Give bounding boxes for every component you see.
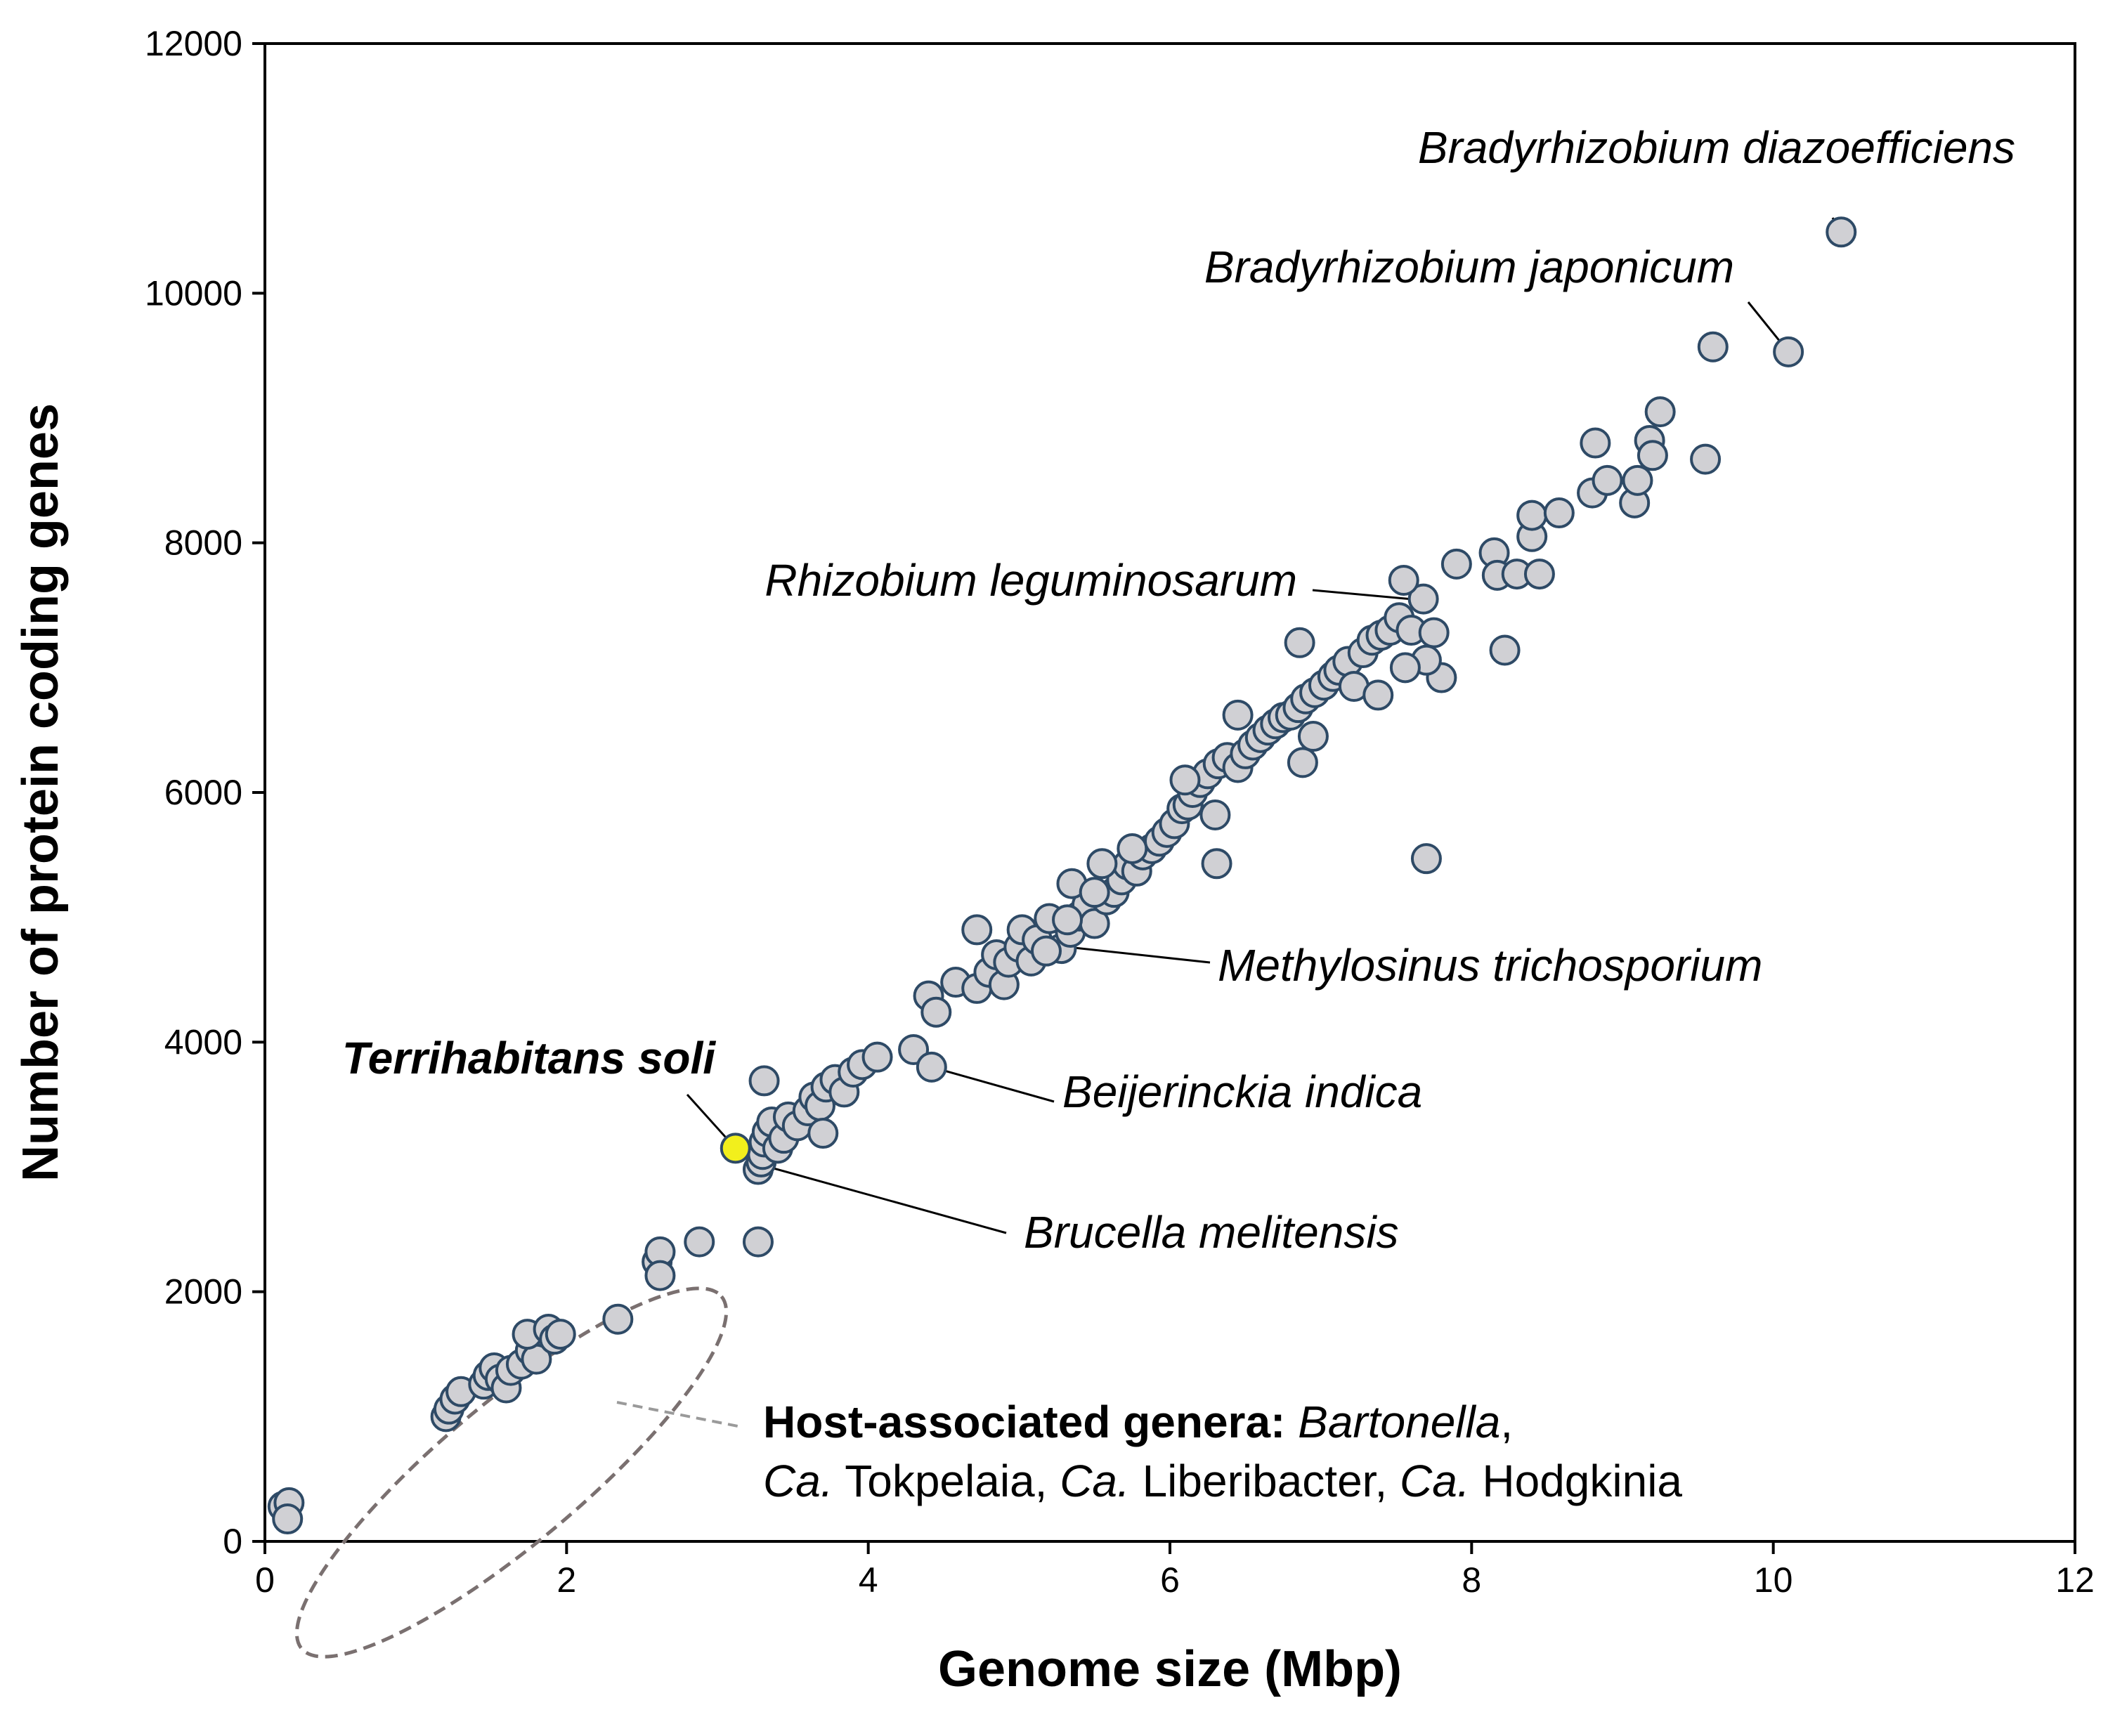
plot-frame [264, 42, 2076, 1543]
data-point [1079, 877, 1110, 908]
data-point [1389, 652, 1421, 684]
data-point [1697, 331, 1729, 363]
data-point [684, 1226, 715, 1258]
data-point [1222, 699, 1254, 731]
data-point [272, 1503, 304, 1535]
data-point [1489, 634, 1521, 666]
data-point [1622, 464, 1653, 496]
genus-hodgkinia: Hodgkinia [1470, 1456, 1683, 1506]
x-tick-label: 2 [557, 1560, 576, 1600]
genus-tokpelaia: Tokpelaia, [833, 1456, 1060, 1506]
annotation-methylosinus-trichosporium: Methylosinus trichosporium [1218, 940, 1762, 991]
data-point [920, 996, 952, 1028]
data-point [1284, 627, 1315, 658]
y-tick-label: 10000 [145, 273, 242, 313]
annotation-bradyrhizobium-diazoefficiens: Bradyrhizobium diazoefficiens [1418, 122, 2015, 173]
x-tick-label: 10 [1754, 1560, 1793, 1600]
data-point [1297, 721, 1329, 752]
x-tick-label: 4 [859, 1560, 878, 1600]
host-group-line1: Host-associated genera: Bartonella, [763, 1397, 1513, 1447]
host-group-title: Host-associated genera: [763, 1397, 1285, 1447]
data-point [1440, 548, 1472, 580]
annotation-beijerinckia-indica: Beijerinckia indica [1062, 1066, 1422, 1117]
data-point [1543, 497, 1575, 529]
data-point [1418, 617, 1450, 648]
annotation-terrihabitans-soli: Terrihabitans soli [342, 1033, 716, 1083]
ca-abbrev-1: Ca. [763, 1456, 833, 1506]
data-point [1410, 843, 1442, 875]
x-tick-label: 8 [1462, 1560, 1481, 1600]
ca-abbrev-2: Ca. [1060, 1456, 1130, 1506]
data-point [1637, 440, 1668, 471]
y-tick-label: 2000 [164, 1272, 242, 1312]
data-point [1407, 583, 1439, 615]
x-tick-label: 0 [255, 1560, 275, 1600]
ca-abbrev-3: Ca. [1400, 1456, 1470, 1506]
data-point [644, 1260, 676, 1291]
leader-line [931, 1066, 1055, 1103]
y-tick-label: 4000 [164, 1022, 242, 1062]
data-point [1030, 935, 1062, 967]
x-tick-label: 12 [2055, 1560, 2095, 1600]
data-point [861, 1041, 893, 1073]
data-point [1169, 764, 1201, 796]
data-point [1199, 799, 1231, 830]
data-point [1201, 848, 1232, 880]
data-point [1388, 564, 1419, 596]
y-tick-label: 12000 [145, 24, 242, 63]
x-axis-label: Genome size (Mbp) [938, 1641, 1402, 1697]
y-tick-label: 6000 [164, 773, 242, 812]
data-point [961, 914, 993, 946]
data-point [1086, 848, 1118, 880]
y-tick-label: 0 [223, 1522, 242, 1561]
data-point [807, 1118, 839, 1149]
annotation-bradyrhizobium-japonicum: Bradyrhizobium japonicum [1204, 242, 1734, 292]
data-point [1516, 500, 1548, 531]
x-tick-label: 6 [1160, 1560, 1180, 1600]
data-point [1592, 464, 1623, 496]
host-group-line2: Ca. Tokpelaia, Ca. Liberibacter, Ca. Hod… [763, 1456, 1682, 1506]
data-point [742, 1226, 774, 1258]
data-point [1052, 904, 1084, 936]
data-point [748, 1065, 780, 1097]
data-point [1287, 747, 1318, 778]
data-point [602, 1303, 634, 1335]
host-group-comma: , [1500, 1397, 1513, 1447]
data-point [1644, 396, 1676, 428]
leader-line [1312, 589, 1424, 601]
data-point [1773, 336, 1804, 367]
data-point [1362, 679, 1394, 711]
data-point [1117, 833, 1148, 864]
data-point [1580, 427, 1611, 459]
host-group-genus-bartonella: Bartonella [1298, 1397, 1500, 1447]
host-group-connector [616, 1401, 739, 1428]
data-point [545, 1319, 576, 1350]
annotation-rhizobium-leguminosarum: Rhizobium leguminosarum [765, 555, 1297, 606]
y-tick-label: 8000 [164, 523, 242, 563]
data-point [916, 1051, 947, 1083]
data-point [1523, 559, 1555, 590]
axis-ticks: 0 2 4 6 8 10 12 0 2000 4000 6000 8000 10000 12000 [145, 24, 2095, 1600]
data-points [267, 216, 1857, 1535]
genus-liberibacter: Liberibacter, [1130, 1456, 1400, 1506]
host-group-ellipse [294, 1286, 729, 1659]
leader-line [755, 1162, 1007, 1234]
highlight-point-terrihabitans-soli [720, 1133, 751, 1164]
data-point [1826, 216, 1857, 248]
annotation-brucella-melitensis: Brucella melitensis [1024, 1207, 1399, 1258]
y-axis-label: Number of protein coding genes [13, 403, 69, 1182]
data-point [1690, 443, 1722, 475]
